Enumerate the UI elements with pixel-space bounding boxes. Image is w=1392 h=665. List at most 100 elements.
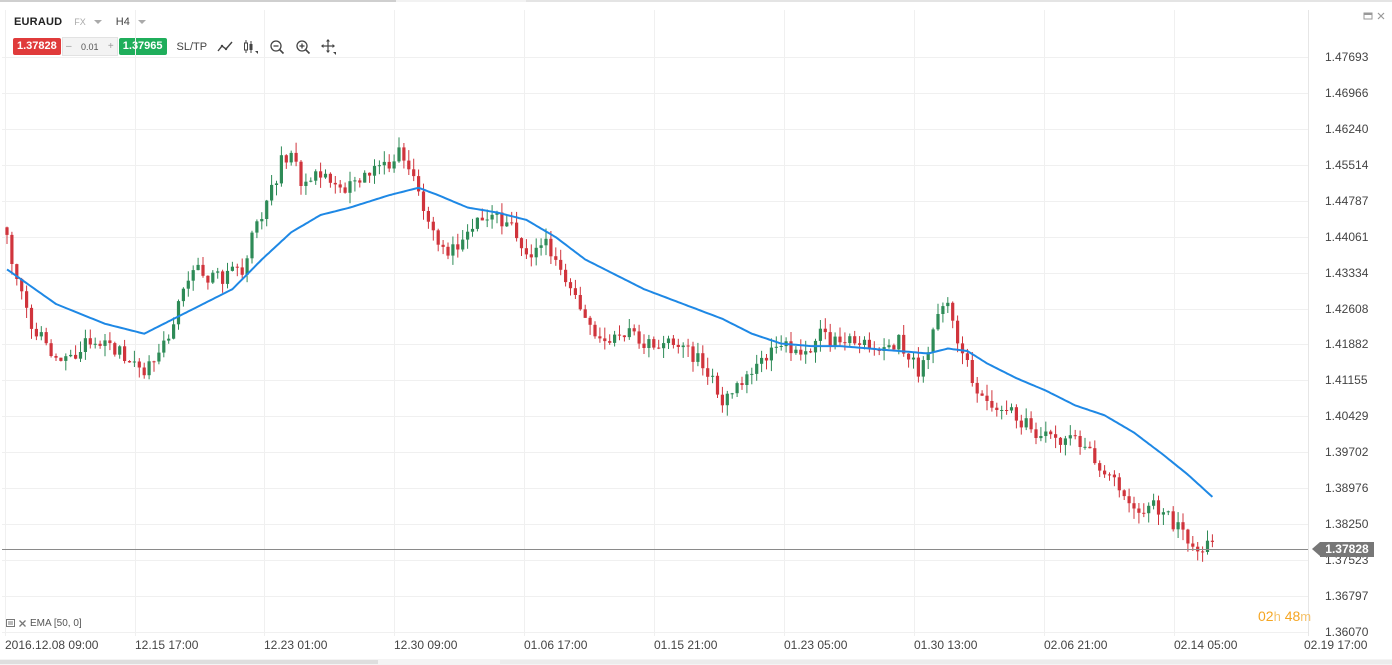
candle [892,343,896,350]
symbol-name[interactable]: EURAUD [14,16,63,28]
price-tick-label: 1.47693 [1325,50,1369,64]
candle [593,321,597,339]
candle [1191,536,1195,551]
zoom-in-icon[interactable] [295,39,311,55]
line-tool-icon[interactable] [217,39,233,55]
crosshair-icon[interactable] [321,38,337,55]
symbol-dropdown-icon[interactable] [93,20,102,24]
countdown-minutes: 48 [1284,608,1301,624]
candlestick-chart[interactable] [0,0,1308,640]
candle-body-bear [387,161,391,169]
candle-body-bear [652,339,656,348]
minimize-icon[interactable] [1363,8,1373,20]
time-tick-label: 2016.12.08 09:00 [5,638,99,652]
candle-body-bear [907,353,911,360]
candle-body-bear [49,343,53,356]
close-icon[interactable] [1376,8,1386,20]
candle-body-bull [167,338,171,341]
candle [1142,503,1146,518]
candle [588,315,592,335]
candle-body-bull [862,339,867,345]
spread-decrease-button[interactable]: – [65,41,72,52]
bottom-scrollbar[interactable] [0,659,1392,665]
candle-body-bear [1103,470,1107,475]
candle-body-bull [176,301,181,325]
candle-body-bull [1161,512,1165,515]
candle-body-bull [250,232,254,259]
candle [1181,513,1185,541]
candle [417,169,421,196]
grid-line-vertical [5,10,6,636]
candle-body-bear [715,375,720,395]
candle [559,249,563,276]
candle [1166,510,1170,516]
candle [25,285,29,318]
candle-body-bear [980,393,984,396]
candle [152,360,156,372]
sell-button[interactable]: 1.37828 [13,38,61,55]
candle [132,350,136,367]
scrollbar-segment[interactable] [0,660,378,664]
grid-line-vertical [1174,10,1175,636]
candle [34,322,38,341]
trade-bar: 1.37828 – 0.01 + 1.37965 SL/TP [13,37,337,56]
candle [44,327,48,346]
candle [578,286,582,311]
candle-body-bull [794,349,798,354]
candle [260,212,264,230]
candle-body-bull [495,212,499,215]
candle [284,154,288,169]
candle [1137,503,1141,524]
candle-body-bear [201,264,205,276]
candle [794,346,798,355]
candle [206,275,210,290]
candle [564,263,568,287]
candle-body-bull [681,345,685,348]
candle-body-bear [799,349,803,355]
candle [142,362,146,379]
candle-body-bull [132,361,136,363]
price-axis[interactable] [1308,10,1309,636]
buy-button[interactable]: 1.37965 [118,38,167,55]
candle [598,327,602,343]
scrollbar-track[interactable] [500,660,1392,664]
candle-body-bear [554,256,558,260]
candle [510,211,514,226]
timeframe-select[interactable]: H4 [115,16,130,28]
timeframe-dropdown-icon[interactable] [137,20,146,24]
indicator-settings-icon[interactable] [6,619,17,628]
candles-icon[interactable] [243,39,259,55]
candle-body-bull [323,173,328,178]
candle-body-bear [720,394,724,406]
indicator-remove-icon[interactable] [18,619,27,628]
candle-body-bear [701,353,705,369]
candle-body-bear [127,361,132,363]
candle [1005,400,1009,415]
spread-increase-button[interactable]: + [107,41,114,52]
candle [730,392,734,399]
sltp-button[interactable]: SL/TP [176,40,208,53]
window-controls [1363,8,1386,20]
candle-body-bear [137,361,141,368]
zoom-out-icon[interactable] [269,39,285,55]
spread-value[interactable]: 0.01 [81,41,99,52]
candle-body-bull [451,244,455,256]
indicator-label[interactable]: EMA [50, 0] [30,618,82,629]
candle-body-bear [59,357,63,361]
candle [681,342,685,358]
candle [274,180,279,196]
price-tick-label: 1.46240 [1325,122,1369,136]
candle [931,327,935,364]
candle [789,332,793,361]
candle [828,323,832,352]
candle-body-bull [466,231,470,240]
candle [1127,488,1131,513]
candle [617,325,622,341]
candle-body-bull [181,288,185,302]
time-tick-label: 01.06 17:00 [524,638,588,652]
candle [265,199,269,227]
candle-body-bull [245,258,249,275]
price-tick-label: 1.45514 [1325,158,1369,172]
candle-body-bear [1019,420,1023,428]
candle [279,146,283,187]
